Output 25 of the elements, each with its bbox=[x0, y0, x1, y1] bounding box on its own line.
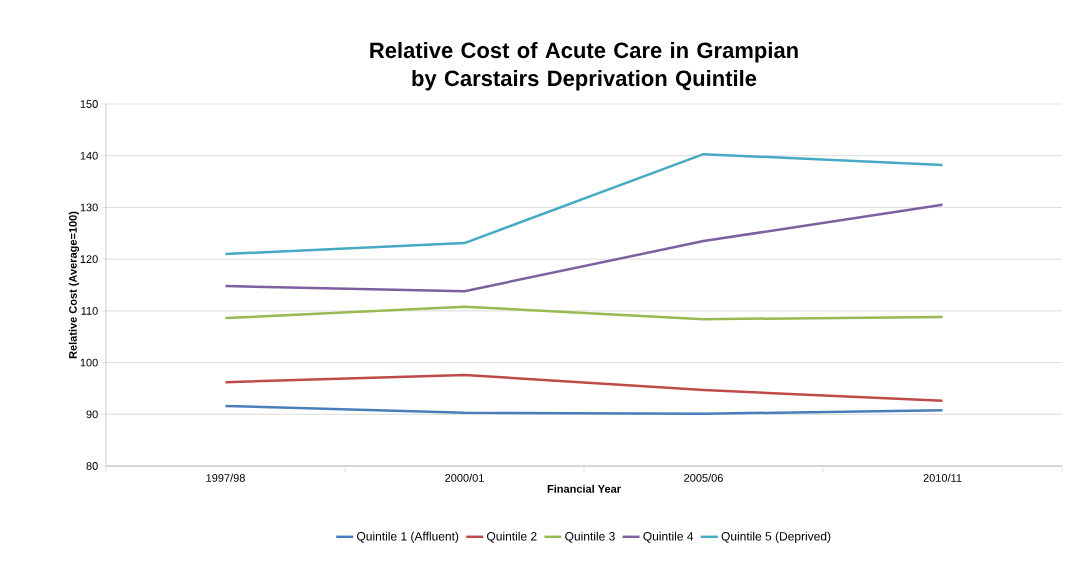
line-series bbox=[224, 404, 944, 416]
y-tick-label: 100 bbox=[80, 358, 98, 367]
chart-title: Relative Cost of Acute Care in Grampian by Carstairs Deprivation Quintile bbox=[370, 42, 798, 91]
line-series bbox=[224, 373, 944, 403]
y-tick-label: 120 bbox=[80, 255, 98, 264]
x-axis-title: Financial Year bbox=[547, 484, 621, 493]
x-tick-label: 2010/11 bbox=[923, 473, 962, 482]
line-series bbox=[224, 305, 944, 321]
y-tick-label: 110 bbox=[81, 306, 98, 315]
y-tick-label: 130 bbox=[80, 203, 98, 212]
y-axis-title: Relative Cost (Average=100) bbox=[68, 211, 80, 359]
legend-label: Quintile 1 (Affluent) bbox=[357, 531, 459, 543]
x-tick-label: 2000/01 bbox=[445, 473, 484, 482]
y-tick-label: 80 bbox=[86, 462, 98, 470]
legend-label: Quintile 2 bbox=[487, 531, 537, 543]
y-tick-label: 150 bbox=[80, 100, 98, 108]
legend-label: Quintile 4 bbox=[643, 531, 694, 543]
legend-label: Quintile 3 bbox=[565, 531, 615, 543]
line-series bbox=[224, 152, 944, 256]
x-tick-label: 2005/06 bbox=[684, 473, 723, 482]
x-tick-label: 1997/98 bbox=[206, 473, 245, 482]
y-tick-label: 140 bbox=[80, 151, 98, 160]
y-tick-label: 90 bbox=[86, 410, 98, 419]
legend-label: Quintile 5 (Deprived) bbox=[721, 531, 831, 543]
line-series bbox=[224, 203, 944, 293]
